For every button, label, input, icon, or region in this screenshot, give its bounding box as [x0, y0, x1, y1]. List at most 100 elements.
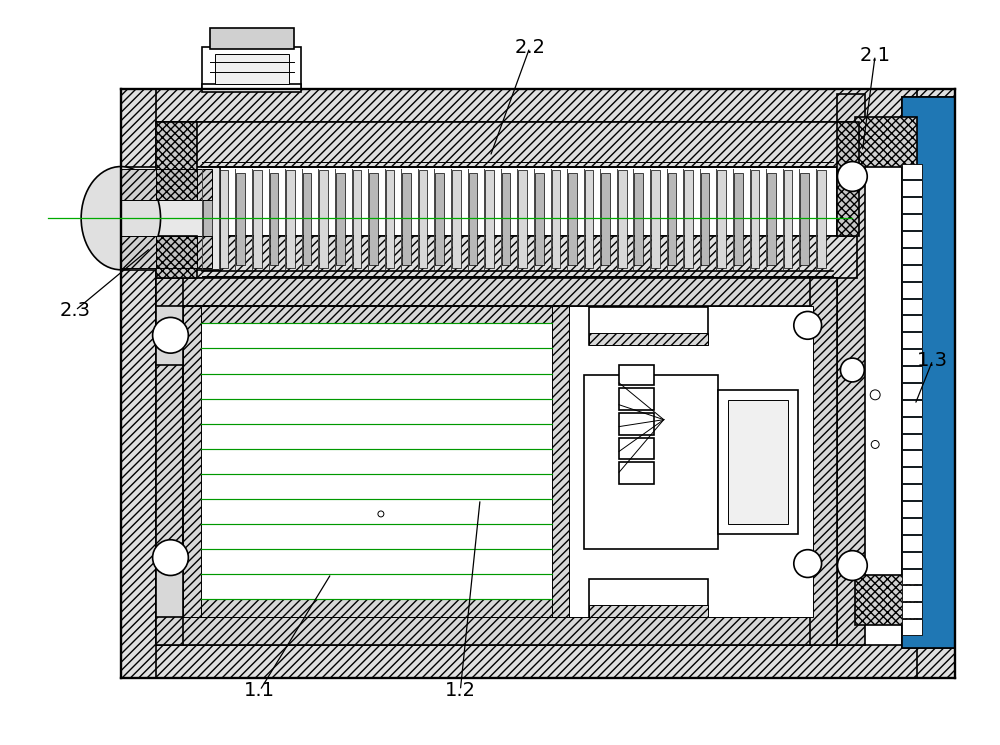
Bar — [902, 451, 922, 466]
Bar — [156, 617, 837, 645]
Bar — [336, 173, 345, 264]
Bar — [183, 305, 569, 617]
Bar — [619, 437, 654, 460]
Bar — [902, 535, 922, 551]
Bar — [270, 173, 278, 264]
Bar — [718, 390, 798, 533]
Bar — [902, 586, 922, 601]
Bar — [386, 170, 394, 267]
Bar — [619, 388, 654, 410]
Text: 2.1: 2.1 — [860, 46, 891, 65]
Bar — [902, 501, 922, 517]
Bar — [902, 467, 922, 484]
Bar — [800, 173, 809, 264]
Bar — [902, 299, 922, 314]
Bar — [452, 170, 461, 267]
Bar — [902, 602, 922, 618]
Bar — [568, 173, 577, 264]
Bar — [552, 305, 569, 617]
Circle shape — [837, 551, 867, 580]
Bar — [837, 94, 865, 645]
Bar — [684, 170, 693, 267]
Circle shape — [378, 511, 384, 517]
Bar — [902, 215, 922, 230]
Bar — [810, 278, 837, 645]
Bar — [121, 89, 955, 678]
Bar — [902, 282, 922, 297]
Bar — [902, 164, 922, 180]
Bar — [585, 170, 593, 267]
Bar — [902, 248, 922, 264]
Circle shape — [794, 311, 822, 339]
Bar — [210, 28, 294, 49]
Bar — [402, 173, 411, 264]
Bar — [158, 236, 857, 278]
Bar — [902, 231, 922, 247]
Bar — [156, 278, 183, 645]
Circle shape — [153, 539, 188, 575]
Bar — [469, 173, 477, 264]
Bar — [435, 173, 444, 264]
Bar — [619, 365, 654, 385]
Bar — [902, 197, 922, 213]
Bar — [215, 54, 289, 84]
Text: 2.2: 2.2 — [514, 38, 545, 57]
Bar — [902, 349, 922, 365]
Bar — [589, 605, 708, 617]
Bar — [902, 97, 955, 648]
Bar — [902, 568, 922, 584]
Bar — [902, 383, 922, 399]
Bar — [158, 167, 857, 236]
Bar — [502, 173, 510, 264]
Bar — [156, 557, 183, 617]
Ellipse shape — [81, 167, 161, 270]
Bar — [767, 173, 776, 264]
Bar — [728, 400, 788, 524]
Text: 2.3: 2.3 — [60, 301, 91, 320]
Bar — [902, 518, 922, 533]
Bar — [902, 97, 955, 648]
Bar — [202, 48, 301, 89]
Bar — [121, 168, 212, 200]
Circle shape — [837, 162, 867, 191]
Bar — [569, 305, 813, 617]
Bar — [369, 173, 378, 264]
Bar — [253, 170, 262, 267]
Bar — [902, 619, 922, 635]
Circle shape — [870, 390, 880, 400]
Bar — [236, 173, 245, 264]
Bar — [855, 575, 917, 625]
Bar — [668, 173, 676, 264]
Bar — [286, 170, 295, 267]
Bar — [902, 551, 922, 568]
Text: 1.1: 1.1 — [244, 681, 275, 700]
Bar — [121, 645, 955, 678]
Bar — [183, 305, 201, 617]
Bar — [535, 173, 544, 264]
Bar — [584, 375, 718, 548]
Circle shape — [794, 550, 822, 577]
Bar — [201, 305, 552, 323]
Bar — [902, 416, 922, 433]
Bar — [552, 170, 560, 267]
Bar — [589, 333, 708, 345]
Bar — [651, 170, 660, 267]
Bar — [902, 264, 922, 281]
Bar — [902, 332, 922, 348]
Bar — [589, 580, 708, 617]
Bar — [734, 173, 743, 264]
Bar — [319, 170, 328, 267]
Bar — [203, 173, 212, 264]
Bar — [855, 117, 917, 167]
Text: 1.3: 1.3 — [917, 351, 948, 370]
Bar — [201, 599, 552, 617]
Bar — [618, 170, 627, 267]
Bar — [485, 170, 494, 267]
Bar — [220, 170, 228, 267]
Bar — [701, 173, 709, 264]
Bar — [156, 122, 197, 177]
Bar — [518, 170, 527, 267]
Bar — [158, 122, 857, 167]
Bar — [619, 413, 654, 434]
Bar — [902, 434, 922, 449]
